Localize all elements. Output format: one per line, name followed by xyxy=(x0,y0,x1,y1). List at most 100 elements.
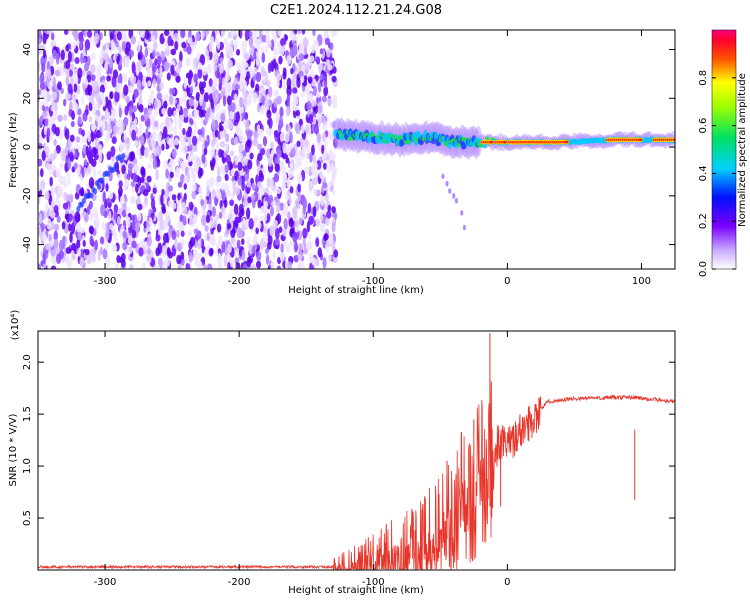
noise-cell xyxy=(53,149,57,159)
noise-cell xyxy=(110,145,116,157)
noise-cell xyxy=(277,30,282,37)
colorbar-tick-label: 0.0 xyxy=(698,261,709,277)
noise-cell xyxy=(136,60,142,72)
noise-cell xyxy=(270,260,274,269)
x-tick-label: -300 xyxy=(94,276,117,287)
noise-cell xyxy=(94,239,98,251)
noise-cell xyxy=(224,164,229,174)
noise-cell xyxy=(40,168,44,178)
noise-cell xyxy=(62,202,69,210)
noise-cell xyxy=(183,110,188,118)
noise-cell xyxy=(256,181,262,188)
noise-cell xyxy=(146,175,152,183)
noise-cell xyxy=(219,125,224,132)
noise-cell xyxy=(38,213,43,224)
noise-cell xyxy=(144,182,150,192)
noise-cell xyxy=(180,230,185,238)
noise-cell xyxy=(331,75,337,83)
noise-cell xyxy=(65,68,70,80)
noise-cell xyxy=(247,159,253,170)
noise-cell xyxy=(133,117,138,125)
noise-cell xyxy=(120,34,127,43)
noise-cell xyxy=(69,75,74,87)
noise-cell xyxy=(86,254,93,265)
noise-cell xyxy=(320,195,325,207)
noise-cell xyxy=(256,251,262,261)
noise-cell xyxy=(311,177,318,186)
noise-cell xyxy=(130,180,136,188)
noise-cell xyxy=(55,168,61,178)
noise-cell xyxy=(152,187,157,194)
colorbar: 0.0 0.2 0.4 0.6 0.8 Normalized spectral ampl… xyxy=(698,29,748,277)
noise-cell xyxy=(38,181,41,192)
noise-cell xyxy=(144,214,148,222)
noise-cell xyxy=(191,135,198,146)
noise-cell xyxy=(282,228,287,237)
noise-cell xyxy=(263,215,268,222)
noise-cell xyxy=(128,151,134,162)
noise-cell xyxy=(152,157,158,170)
spectrogram-x-label: Height of straight line (km) xyxy=(288,285,424,296)
noise-cell xyxy=(45,242,51,250)
noise-cell xyxy=(52,91,58,101)
noise-cell xyxy=(166,72,171,81)
noise-cell xyxy=(265,247,269,255)
noise-cell xyxy=(136,148,140,156)
noise-cell xyxy=(81,197,86,204)
noise-cell xyxy=(212,77,218,88)
noise-cell xyxy=(55,195,60,207)
noise-cell xyxy=(319,48,324,55)
noise-cell xyxy=(117,82,123,92)
noise-cell xyxy=(90,158,97,167)
noise-cell xyxy=(300,91,306,98)
noise-cell xyxy=(193,109,199,119)
noise-cell xyxy=(159,81,164,91)
noise-cell xyxy=(148,107,153,115)
noise-cell xyxy=(106,75,112,82)
noise-cell xyxy=(245,207,251,220)
noise-cell xyxy=(163,100,168,109)
noise-cell xyxy=(106,197,111,204)
noise-cell xyxy=(289,227,295,235)
noise-cell xyxy=(122,230,127,239)
noise-cell xyxy=(122,241,128,251)
noise-cell xyxy=(289,162,294,169)
noise-cell xyxy=(282,182,287,190)
noise-cell xyxy=(113,162,118,169)
noise-cell xyxy=(162,232,169,244)
noise-cell xyxy=(292,232,298,243)
noise-cell xyxy=(318,63,324,72)
noise-cell xyxy=(120,259,126,268)
noise-cell xyxy=(235,111,241,123)
noise-cell xyxy=(259,148,266,156)
noise-cell xyxy=(111,75,117,88)
noise-cell xyxy=(88,225,94,234)
noise-cell xyxy=(39,133,43,146)
noise-cell xyxy=(308,233,312,241)
noise-cell xyxy=(257,199,262,209)
noise-cell xyxy=(227,59,234,69)
noise-cell xyxy=(39,73,45,85)
y-tick-label: 0 xyxy=(22,144,33,150)
noise-cell xyxy=(133,88,139,99)
snr-panel: -300 -200 -100 0 0.5 1.0 1.5 2.0 Height of str… xyxy=(8,310,676,596)
noise-cell xyxy=(161,107,167,115)
noise-cell xyxy=(320,222,326,233)
noise-cell xyxy=(46,30,53,35)
noise-cell xyxy=(82,112,88,122)
noise-cell xyxy=(313,85,317,97)
noise-cell xyxy=(84,249,90,256)
noise-cell xyxy=(322,257,327,269)
noise-cell xyxy=(58,239,64,252)
noise-cell xyxy=(83,30,87,38)
noise-cell xyxy=(274,227,280,240)
noise-cell xyxy=(89,94,95,104)
noise-cell xyxy=(302,145,307,154)
noise-cell xyxy=(118,180,123,188)
noise-cell xyxy=(182,92,187,103)
noise-cell xyxy=(73,162,78,170)
noise-cell xyxy=(78,35,85,44)
noise-cell xyxy=(275,111,280,122)
noise-cell xyxy=(207,263,213,269)
noise-cell xyxy=(122,202,127,211)
